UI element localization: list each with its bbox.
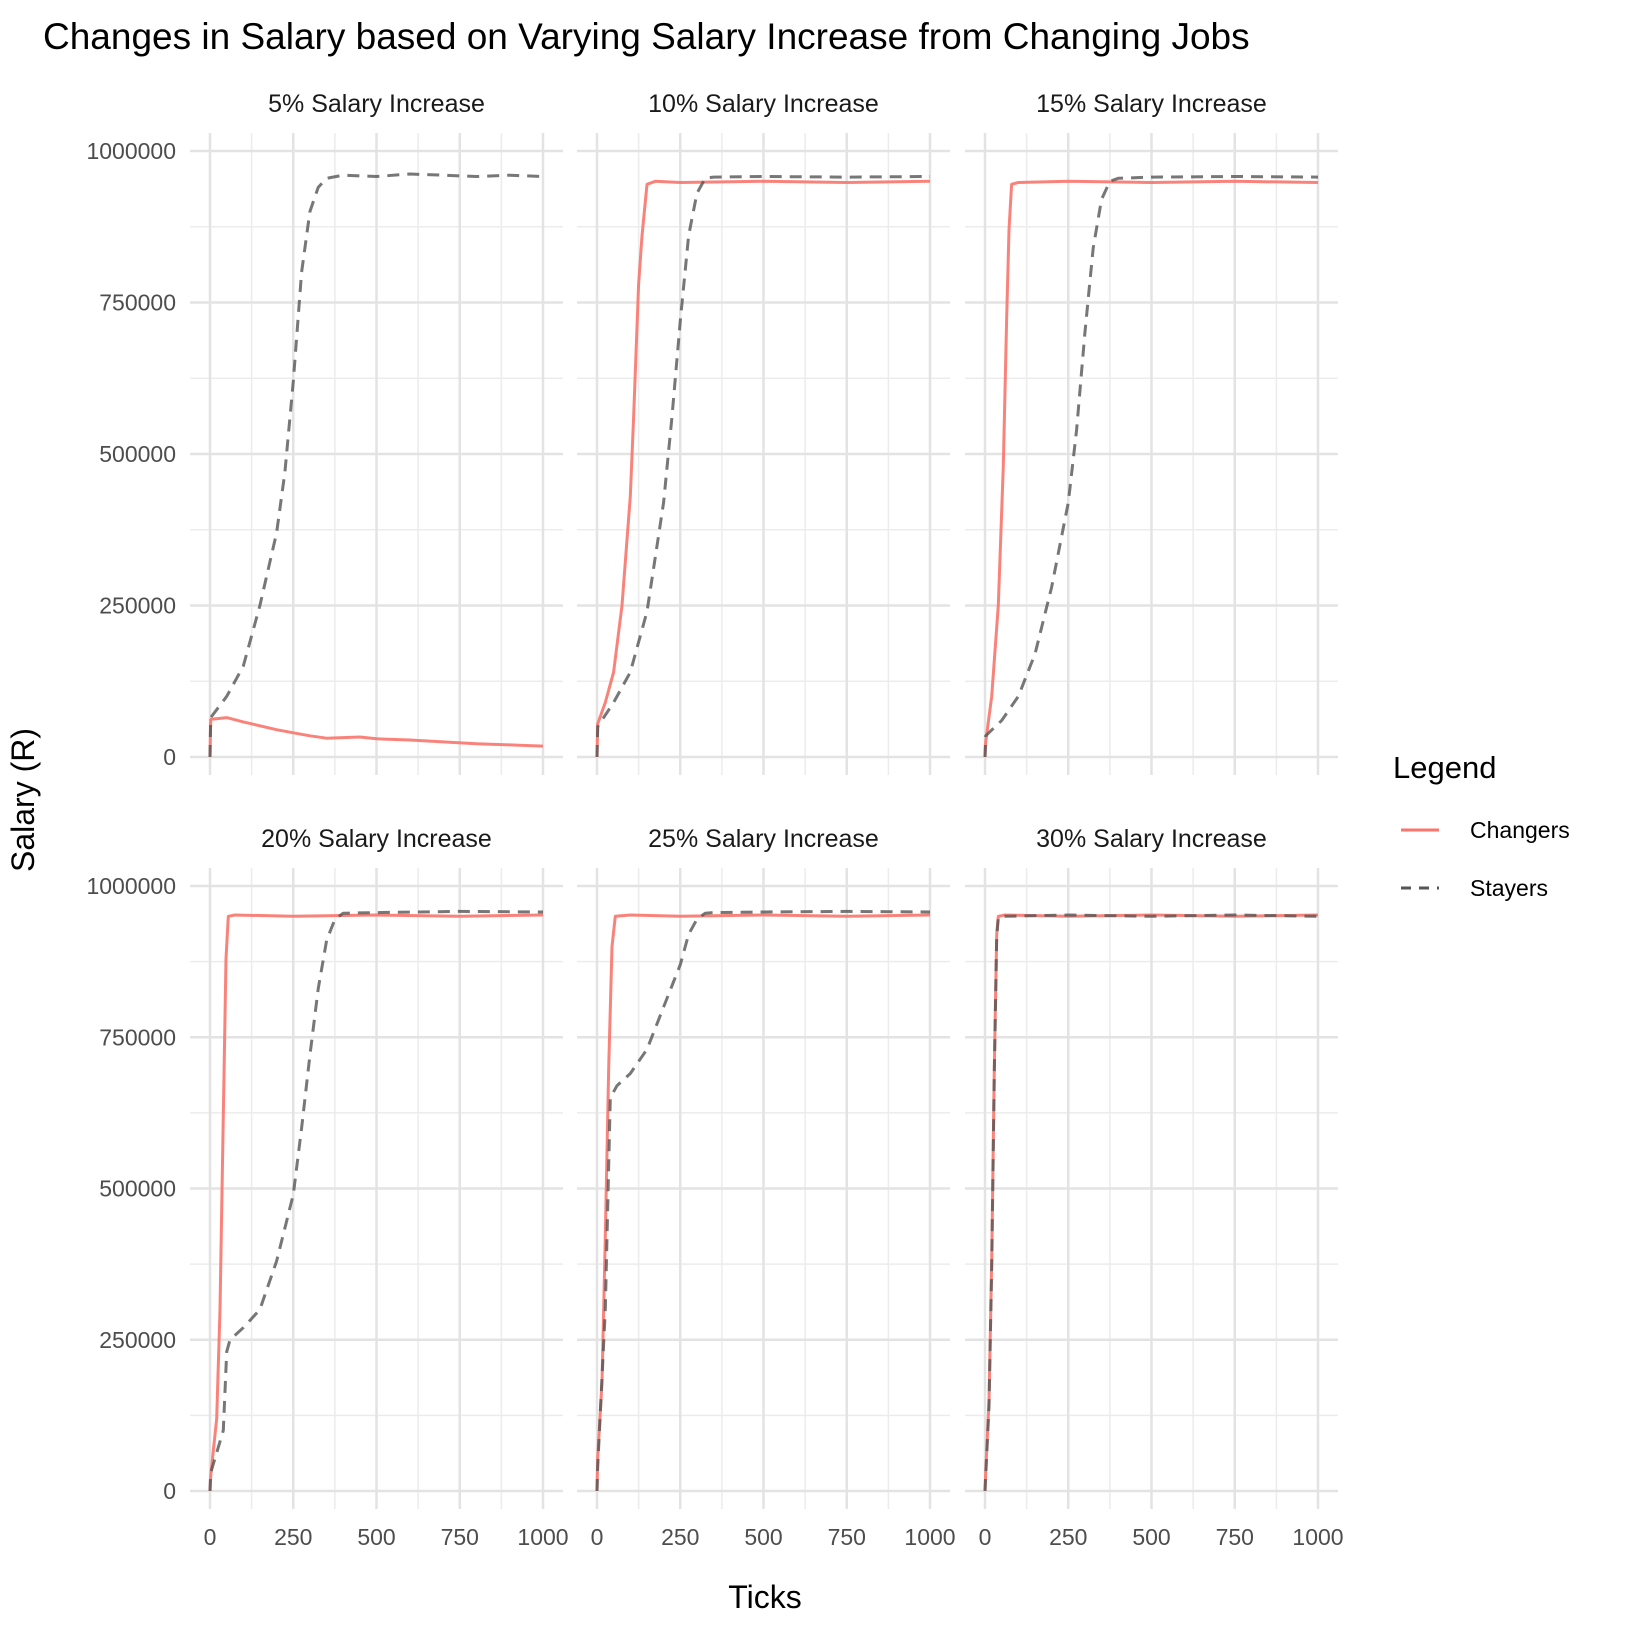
panel-3: 15% Salary Increase: [965, 90, 1338, 775]
x-tick-label: 0: [979, 1524, 992, 1550]
x-tick-label: 750: [1216, 1524, 1254, 1550]
x-tick-label: 1000: [904, 1524, 955, 1550]
y-tick-label: 1000000: [86, 138, 176, 164]
chart-title: Changes in Salary based on Varying Salar…: [43, 16, 1250, 57]
panel-5: 25% Salary Increase 0 250 500 750 1000: [577, 825, 956, 1550]
panel-strip-label: 15% Salary Increase: [1036, 90, 1267, 118]
x-tick-label: 500: [744, 1524, 782, 1550]
x-tick-label: 0: [591, 1524, 604, 1550]
x-axis-title: Ticks: [728, 1579, 801, 1615]
x-tick-label: 0: [204, 1524, 217, 1550]
panel-strip-label: 30% Salary Increase: [1036, 825, 1267, 853]
series-line-stayers: [208, 172, 544, 758]
x-tick-label: 1000: [517, 1524, 568, 1550]
legend-label-stayers: Stayers: [1470, 875, 1548, 901]
x-tick-label: 250: [661, 1524, 699, 1550]
series-line-changers: [208, 716, 544, 758]
panel-6: 30% Salary Increase 0 250 500 750 1000: [965, 825, 1344, 1550]
series-line-changers: [595, 179, 931, 758]
x-tick-label: 250: [274, 1524, 312, 1550]
panel-4: 20% Salary Increase 0 250000 500000 750000 10…: [86, 825, 568, 1550]
y-tick-label: 250000: [99, 1327, 176, 1353]
series-line-stayers: [595, 909, 931, 1492]
y-tick-label: 500000: [99, 441, 176, 467]
series-line-stayers: [983, 913, 1319, 1492]
chart-panels: 5% Salary Increase0250000500000750000100…: [86, 90, 1343, 1550]
legend-title: Legend: [1393, 750, 1496, 785]
y-tick-label: 0: [163, 744, 176, 770]
x-tick-label: 750: [441, 1524, 479, 1550]
y-tick-label: 1000000: [86, 873, 176, 899]
series-line-stayers: [983, 175, 1319, 758]
y-axis-title: Salary (R): [5, 728, 41, 872]
panel-strip-label: 5% Salary Increase: [268, 90, 485, 118]
panel-strip-label: 25% Salary Increase: [648, 825, 879, 853]
y-tick-label: 250000: [99, 593, 176, 619]
x-tick-label: 500: [357, 1524, 395, 1550]
y-tick-label: 0: [163, 1478, 176, 1504]
series-line-changers: [595, 913, 931, 1492]
y-tick-label: 750000: [99, 1024, 176, 1050]
x-tick-label: 250: [1049, 1524, 1087, 1550]
y-tick-label: 500000: [99, 1176, 176, 1202]
series-line-changers: [208, 913, 544, 1492]
series-line-stayers: [595, 175, 931, 758]
x-tick-label: 750: [828, 1524, 866, 1550]
panel-2: 10% Salary Increase: [577, 90, 950, 775]
panel-strip-label: 10% Salary Increase: [648, 90, 879, 118]
panel-1: 5% Salary Increase 0 250000 500000 750000 100…: [86, 90, 563, 775]
legend: Legend Changers Stayers: [1393, 750, 1570, 901]
x-tick-label: 1000: [1292, 1524, 1343, 1550]
series-line-stayers: [208, 909, 544, 1492]
x-tick-label: 500: [1132, 1524, 1170, 1550]
legend-label-changers: Changers: [1470, 817, 1570, 843]
panel-strip-label: 20% Salary Increase: [261, 825, 492, 853]
y-tick-label: 750000: [99, 290, 176, 316]
series-line-changers: [983, 179, 1319, 758]
